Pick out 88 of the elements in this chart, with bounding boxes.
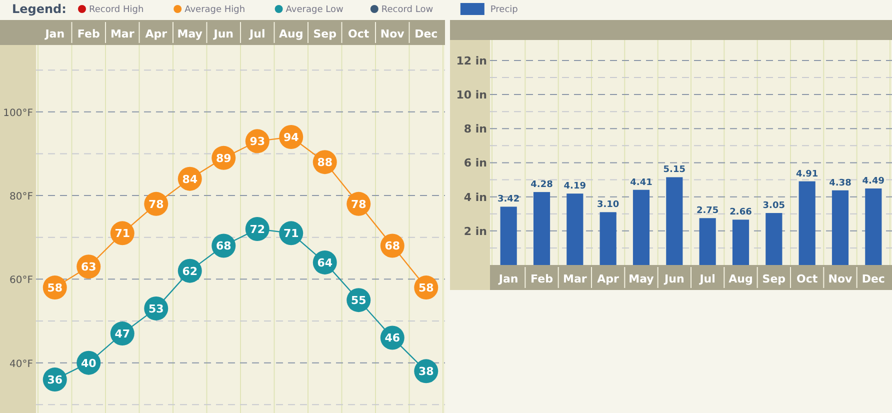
- y-tick-label: 6 in: [464, 156, 487, 170]
- x-tick-label: Sep: [762, 272, 786, 286]
- legend-label: Record Low: [381, 5, 434, 15]
- bar: [500, 206, 517, 265]
- data-label: 94: [283, 131, 300, 144]
- x-tick-label: Dec: [414, 28, 438, 40]
- bar: [533, 192, 550, 265]
- data-label: 64: [317, 256, 333, 270]
- data-label: 72: [250, 223, 266, 236]
- data-label: 78: [350, 198, 366, 211]
- data-label: 4.41: [630, 178, 652, 188]
- x-tick-label: May: [177, 28, 202, 40]
- data-label: 58: [418, 282, 434, 295]
- data-label: 93: [250, 135, 266, 148]
- y-tick-label: 60°F: [10, 275, 34, 286]
- data-label: 40: [80, 356, 97, 370]
- bar: [600, 212, 616, 265]
- data-label: 78: [148, 198, 164, 211]
- data-label: 88: [317, 156, 333, 170]
- bar: [666, 177, 683, 265]
- bar: [732, 220, 750, 265]
- x-tick-label: Oct: [348, 28, 370, 40]
- legend-label: Precip: [490, 5, 518, 15]
- x-tick-label: Aug: [279, 28, 304, 40]
- x-tick-label: Apr: [145, 28, 168, 40]
- legend-label: Average Low: [286, 5, 344, 15]
- data-label: 68: [216, 240, 232, 253]
- x-tick-label: Feb: [77, 28, 100, 40]
- data-label: 38: [418, 365, 434, 378]
- bar: [632, 190, 650, 265]
- data-label: 46: [384, 332, 400, 345]
- x-tick-label: Nov: [828, 272, 854, 286]
- y-tick-label: 100°F: [3, 108, 34, 119]
- data-label: 4.19: [564, 182, 586, 192]
- bar: [766, 213, 782, 265]
- data-label: 68: [384, 240, 400, 253]
- y-tick-label: 2 in: [464, 224, 487, 238]
- data-label: 3.05: [762, 201, 786, 212]
- x-tick-label: May: [628, 272, 654, 286]
- data-label: 84: [182, 172, 198, 186]
- data-label: 4.49: [862, 176, 885, 186]
- x-tick-label: Oct: [796, 272, 818, 286]
- data-label: 53: [148, 302, 164, 316]
- data-label: 3.42: [497, 194, 520, 205]
- data-label: 62: [182, 264, 198, 278]
- x-tick-label: Jun: [212, 28, 234, 40]
- data-label: 71: [283, 227, 299, 240]
- x-tick-label: Jan: [44, 28, 65, 40]
- y-tick-label: 8 in: [464, 122, 487, 136]
- x-tick-label: Jul: [248, 28, 266, 40]
- data-label: 63: [80, 260, 96, 274]
- data-label: 36: [47, 374, 63, 387]
- x-tick-label: Jul: [698, 272, 716, 286]
- data-label: 4.91: [796, 169, 818, 180]
- legend-label: Average High: [184, 5, 246, 15]
- x-tick-label: Jun: [664, 272, 684, 286]
- data-label: 3.10: [596, 200, 620, 210]
- y-tick-label: 4 in: [464, 190, 487, 204]
- data-label: 4.28: [530, 180, 553, 190]
- bar: [832, 190, 849, 265]
- y-tick-label: 12 in: [456, 54, 487, 68]
- bar: [798, 181, 816, 265]
- y-tick-label: 80°F: [10, 192, 34, 203]
- legend-label: Record High: [89, 5, 144, 15]
- data-label: 71: [114, 227, 130, 240]
- x-tick-label: Nov: [380, 28, 406, 40]
- x-tick-label: Apr: [597, 272, 620, 286]
- x-tick-label: Mar: [110, 28, 135, 40]
- data-label: 2.66: [730, 208, 752, 218]
- legend-title: Legend:: [12, 2, 66, 16]
- data-label: 89: [216, 152, 232, 165]
- x-tick-label: Sep: [313, 28, 337, 40]
- data-label: 55: [350, 294, 366, 308]
- x-tick-label: Jan: [498, 272, 518, 286]
- bar: [566, 194, 584, 265]
- bar: [699, 218, 716, 265]
- y-tick-label: 40°F: [10, 358, 34, 370]
- x-tick-label: Aug: [728, 272, 753, 286]
- data-label: 5.15: [663, 165, 686, 176]
- bar: [865, 188, 882, 265]
- x-tick-label: Dec: [862, 272, 885, 286]
- x-tick-label: Feb: [530, 272, 554, 286]
- y-tick-label: 10 in: [456, 88, 487, 102]
- data-label: 2.75: [696, 206, 719, 216]
- data-label: 47: [114, 328, 130, 341]
- x-tick-label: Mar: [563, 272, 588, 286]
- data-label: 58: [47, 282, 63, 295]
- data-label: 4.38: [829, 178, 852, 188]
